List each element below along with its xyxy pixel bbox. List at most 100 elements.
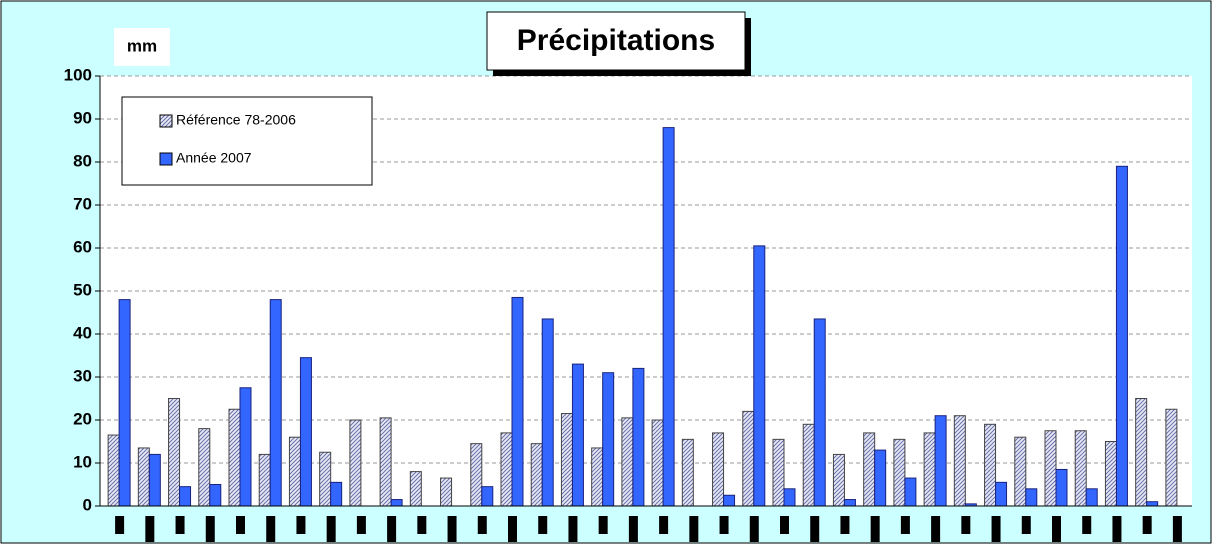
bar — [1115, 165, 1128, 507]
bar — [681, 438, 694, 507]
bar — [1025, 488, 1038, 507]
x-tick-label-glyph — [749, 516, 759, 542]
bar — [783, 488, 796, 507]
x-tick-label-glyph — [568, 516, 578, 542]
chart-title: Précipitations — [517, 24, 715, 57]
x-tick-label-glyph — [659, 516, 669, 534]
x-tick-label-glyph — [598, 516, 608, 534]
x-tick-label-glyph — [326, 516, 336, 542]
bar — [330, 481, 343, 507]
x-tick-label-glyph — [447, 516, 457, 542]
y-tick-label: 30 — [73, 366, 92, 385]
bar — [813, 318, 826, 507]
legend-swatch — [159, 114, 173, 128]
x-tick-label-glyph — [931, 516, 941, 542]
x-tick-label-glyph — [1172, 516, 1182, 542]
bar — [440, 477, 453, 507]
y-tick-label: 0 — [83, 495, 92, 514]
bar — [299, 357, 312, 507]
x-tick-label-glyph — [296, 516, 306, 534]
bar — [319, 451, 332, 507]
bar — [209, 484, 222, 507]
bar — [379, 417, 392, 507]
bar — [723, 494, 736, 507]
bar — [409, 471, 422, 507]
x-tick-label-glyph — [387, 516, 397, 542]
x-tick-label-glyph — [1112, 516, 1122, 542]
x-tick-label-glyph — [1021, 516, 1031, 534]
bar — [602, 372, 615, 507]
x-tick-label-glyph — [780, 516, 789, 534]
bar — [772, 438, 785, 507]
bar — [1085, 488, 1098, 507]
bar — [168, 398, 181, 507]
bar — [712, 432, 725, 507]
bar — [893, 438, 906, 507]
legend-box — [121, 96, 373, 186]
bar — [1165, 408, 1178, 507]
bar — [179, 486, 192, 507]
bar — [470, 443, 483, 507]
x-tick-label-glyph — [961, 516, 971, 534]
bar — [118, 299, 131, 507]
x-tick-label-glyph — [145, 516, 155, 542]
bar — [995, 481, 1008, 507]
bar — [651, 419, 664, 507]
x-tick-label-glyph — [870, 516, 880, 542]
x-tick-label-glyph — [840, 516, 850, 534]
x-tick-label-glyph — [628, 516, 638, 542]
x-tick-label-glyph — [175, 516, 185, 534]
bar — [934, 415, 947, 507]
unit-box — [114, 28, 170, 66]
bar — [560, 413, 573, 507]
y-tick-label: 50 — [73, 280, 92, 299]
y-axis-label: mm — [127, 36, 157, 55]
x-tick-label-glyph — [1052, 516, 1061, 542]
bar — [349, 419, 362, 507]
x-tick-label-glyph — [689, 516, 699, 542]
x-tick-label-glyph — [900, 516, 910, 534]
x-tick-label-glyph — [115, 516, 125, 534]
bar — [1135, 398, 1148, 507]
bar — [1055, 468, 1068, 507]
bar — [1146, 501, 1159, 507]
x-tick-label-glyph — [477, 516, 487, 534]
legend-label: Année 2007 — [176, 150, 252, 166]
x-tick-label-glyph — [266, 516, 276, 542]
y-tick-label: 70 — [73, 194, 92, 213]
x-tick-label-glyph — [719, 516, 729, 534]
bar — [832, 453, 845, 507]
bar — [662, 127, 675, 507]
bar — [390, 499, 403, 507]
bar — [1044, 430, 1057, 507]
y-tick-label: 20 — [73, 409, 92, 428]
bar — [571, 363, 584, 507]
bar — [874, 449, 887, 507]
bar — [198, 428, 211, 507]
bar — [1074, 430, 1087, 507]
y-tick-label: 40 — [73, 323, 92, 342]
x-tick-label-glyph — [1142, 516, 1152, 534]
bar — [137, 447, 150, 507]
bar — [621, 417, 634, 507]
bar — [228, 408, 241, 507]
x-tick-label-glyph — [538, 516, 548, 534]
title-box — [486, 11, 746, 71]
bar — [288, 436, 301, 507]
bar — [500, 432, 513, 507]
bar — [148, 453, 161, 507]
y-tick-label: 100 — [64, 65, 92, 84]
legend-swatch — [159, 152, 173, 166]
x-tick-label-glyph — [356, 516, 366, 534]
bar — [269, 299, 282, 507]
x-tick-label-glyph — [1082, 516, 1092, 534]
bar — [258, 453, 271, 507]
bar — [1104, 441, 1117, 507]
bar — [530, 443, 543, 507]
x-tick-label-glyph — [417, 516, 427, 534]
bar — [984, 423, 997, 507]
bar — [742, 410, 755, 507]
y-tick-label: 10 — [73, 452, 92, 471]
x-tick-label-glyph — [508, 516, 517, 542]
